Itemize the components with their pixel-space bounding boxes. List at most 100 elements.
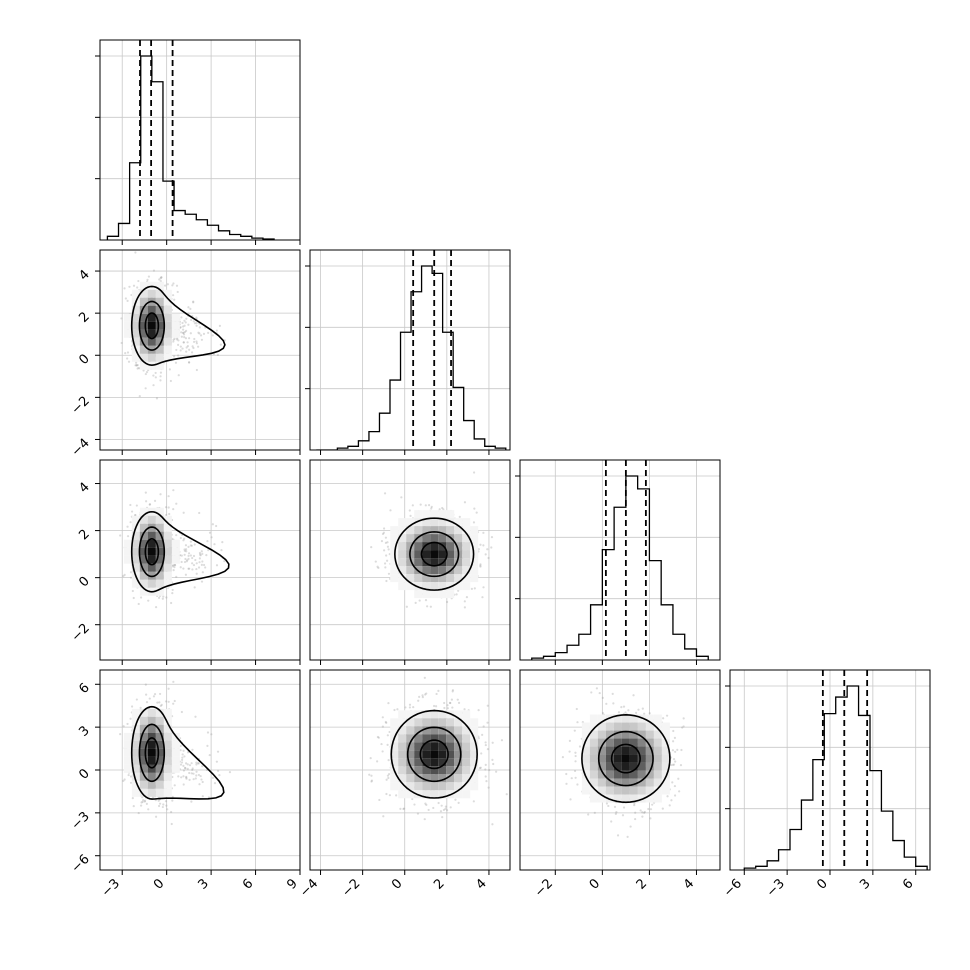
sample-point	[185, 775, 188, 778]
sample-point	[171, 592, 174, 595]
density-cell	[139, 756, 148, 765]
sample-point	[154, 376, 157, 379]
sample-point	[441, 506, 444, 510]
sample-point	[184, 544, 188, 547]
density-cell	[155, 361, 164, 370]
sample-point	[488, 768, 491, 772]
sample-point	[169, 379, 172, 383]
sample-point	[197, 345, 200, 348]
sample-point	[198, 557, 201, 560]
density-cell	[438, 750, 447, 759]
density-cell	[406, 518, 415, 527]
sample-point	[189, 307, 192, 310]
sample-point	[126, 722, 129, 726]
density-cell	[406, 734, 415, 743]
sample-point	[200, 580, 204, 583]
sample-point	[119, 733, 122, 736]
sample-point	[145, 371, 149, 374]
sample-point	[182, 539, 185, 542]
density-cell	[131, 748, 140, 757]
sample-point	[187, 323, 190, 326]
sample-point	[387, 702, 390, 705]
sample-point	[127, 773, 130, 777]
density-cell	[470, 534, 479, 543]
sample-point	[164, 800, 168, 803]
histogram-step	[743, 685, 928, 870]
sample-point	[381, 532, 385, 536]
sample-point	[388, 730, 391, 734]
contour-line-1	[138, 300, 166, 351]
density-cell	[414, 750, 423, 759]
density-cell	[155, 321, 164, 330]
sample-point	[500, 739, 504, 742]
sample-point	[370, 780, 373, 783]
density-cell	[163, 345, 172, 354]
density-cell	[446, 734, 455, 743]
density-cell	[163, 571, 172, 580]
sample-point	[472, 471, 476, 474]
sample-point	[186, 767, 189, 770]
sample-point	[396, 708, 399, 711]
sample-point	[143, 799, 147, 802]
density-cell	[430, 710, 439, 719]
sample-point	[204, 566, 207, 569]
sample-point	[172, 569, 175, 572]
sample-point	[216, 769, 220, 772]
sample-point	[190, 544, 193, 547]
sample-point	[126, 299, 129, 302]
density-cell	[131, 772, 140, 781]
sample-point	[165, 804, 168, 807]
sample-point	[147, 808, 150, 811]
sample-point	[120, 317, 123, 320]
density-cell	[454, 542, 463, 551]
density-cell	[155, 780, 164, 789]
sample-point	[423, 676, 426, 679]
density-cell	[155, 716, 164, 725]
sample-point	[195, 342, 198, 345]
density-cell	[155, 579, 164, 588]
sample-point	[377, 566, 380, 569]
sample-point	[457, 801, 460, 804]
sample-point	[446, 600, 449, 604]
density-cell	[147, 539, 156, 548]
sample-point	[172, 564, 175, 567]
density-cell	[123, 740, 132, 749]
density-cell	[163, 788, 172, 797]
sample-point	[215, 524, 218, 528]
sample-point	[482, 586, 485, 589]
density-cell	[131, 756, 140, 765]
sample-point	[491, 758, 494, 762]
sample-point	[185, 777, 188, 780]
sample-point	[126, 535, 130, 538]
sample-point	[182, 567, 185, 570]
sample-point	[137, 811, 140, 815]
sample-point	[173, 784, 176, 787]
density-cell	[139, 780, 148, 789]
sample-point	[405, 605, 408, 608]
sample-point	[414, 601, 417, 604]
sample-point	[159, 280, 162, 283]
density-cell	[430, 582, 439, 591]
sample-point	[380, 742, 383, 746]
density-cell	[155, 281, 164, 290]
density-cell	[390, 726, 399, 735]
density-cell	[155, 337, 164, 346]
density-cell	[446, 574, 455, 583]
sample-point	[143, 800, 146, 803]
sample-point	[413, 803, 416, 806]
sample-point	[192, 301, 195, 304]
density-cell	[430, 510, 439, 519]
panels-layer	[95, 39, 931, 871]
sample-point	[408, 703, 412, 706]
density-cell	[155, 539, 164, 548]
sample-point	[219, 343, 222, 346]
sample-point	[484, 741, 487, 744]
density-cell	[163, 353, 172, 362]
density-cell	[430, 766, 439, 775]
sample-point	[408, 509, 411, 512]
density-cell	[438, 518, 447, 527]
density-cell	[414, 742, 423, 751]
sample-point	[384, 541, 387, 544]
sample-point	[182, 341, 185, 344]
sample-point	[195, 567, 198, 571]
